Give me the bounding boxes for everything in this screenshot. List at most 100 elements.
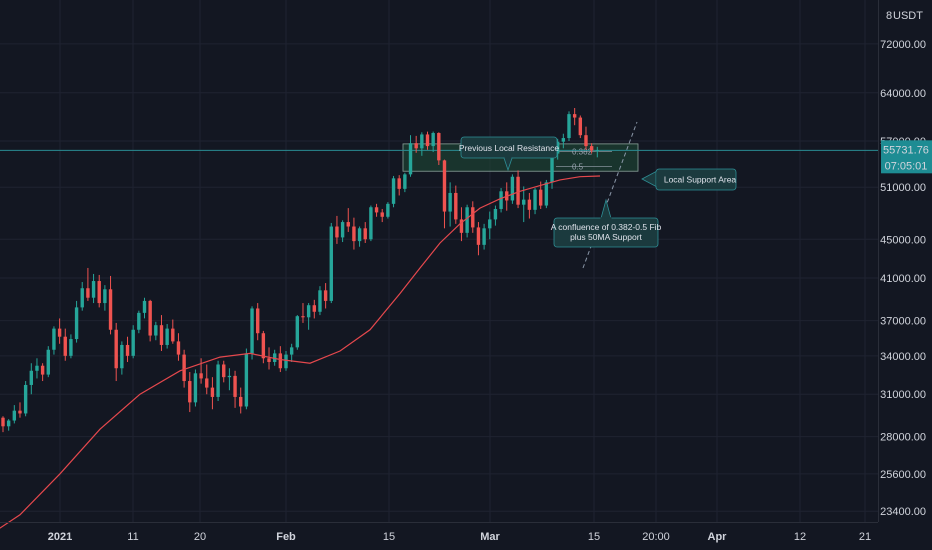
- candle: [233, 370, 237, 408]
- candle: [114, 322, 118, 382]
- candle: [205, 364, 209, 395]
- candle: [527, 192, 532, 219]
- price-tick-label: 37000.00: [880, 316, 926, 328]
- candle: [471, 201, 475, 233]
- price-tick-label: 34000.00: [880, 351, 926, 363]
- candle: [1, 416, 5, 433]
- price-tick-label: 31000.00: [880, 389, 926, 401]
- candle: [193, 369, 198, 407]
- price-tick-label: 51000.00: [880, 182, 926, 194]
- candle: [301, 303, 305, 323]
- candle: [572, 108, 577, 126]
- price-axis-top-label: 8: [886, 10, 892, 22]
- candle: [29, 363, 33, 395]
- candle: [539, 181, 543, 209]
- candle: [437, 132, 441, 165]
- currency-label: USDT: [893, 10, 923, 22]
- candle: [589, 143, 594, 154]
- candles-layer: [1, 108, 599, 433]
- candle: [216, 360, 220, 402]
- fib-05-label: 0.5: [572, 163, 584, 172]
- candle: [289, 343, 294, 362]
- candle: [222, 360, 226, 383]
- candle: [12, 405, 17, 424]
- candle: [561, 133, 566, 149]
- candle: [420, 132, 424, 156]
- candle: [154, 321, 158, 341]
- confluence-text-line1: A confluence of 0.382-0.5 Fib: [551, 222, 662, 232]
- candle: [352, 217, 356, 250]
- fib-0382-label: 0.382: [572, 147, 593, 156]
- time-axis[interactable]: 2021 11 20 Feb 15 Mar 15 20:00 Apr 12 21: [48, 531, 871, 543]
- candle: [125, 336, 130, 362]
- candle: [103, 285, 107, 311]
- candle: [69, 334, 73, 359]
- confluence-text-line2: plus 50MA Support: [570, 232, 642, 242]
- candle: [18, 402, 22, 418]
- candle: [52, 326, 56, 355]
- last-price-value: 55731.76: [883, 144, 929, 156]
- local-support-text: Local Support Area: [664, 175, 737, 185]
- candle: [80, 282, 84, 311]
- candle: [148, 299, 152, 342]
- candle: [442, 159, 447, 229]
- time-tick-label: 21: [859, 531, 871, 543]
- ma50-line: [0, 175, 601, 529]
- countdown-value: 07:05:01: [885, 160, 928, 172]
- candle: [544, 179, 549, 209]
- candle: [284, 350, 288, 371]
- candle: [63, 328, 67, 361]
- time-tick-label: 20: [194, 531, 206, 543]
- candle: [425, 131, 430, 150]
- candle: [533, 188, 537, 215]
- price-tick-label: 72000.00: [880, 39, 926, 51]
- candle: [584, 126, 588, 150]
- candle: [403, 172, 407, 193]
- candle: [295, 315, 300, 350]
- candle: [357, 226, 362, 247]
- candle: [239, 387, 243, 414]
- candle: [493, 205, 498, 226]
- candle: [120, 341, 124, 375]
- candle: [516, 170, 520, 209]
- candle: [159, 315, 164, 351]
- candle: [227, 368, 232, 391]
- time-tick-label: 12: [794, 531, 806, 543]
- confluence-callout[interactable]: A confluence of 0.382-0.5 Fib plus 50MA …: [551, 198, 662, 248]
- candle: [482, 223, 486, 250]
- candle: [142, 297, 147, 319]
- time-tick-label: 15: [588, 531, 600, 543]
- time-tick-label: 2021: [48, 531, 72, 543]
- candle: [431, 131, 435, 153]
- candle: [329, 222, 333, 304]
- candle: [465, 204, 469, 238]
- candle: [414, 135, 418, 153]
- candle: [137, 310, 141, 334]
- candle: [312, 299, 316, 319]
- price-axis[interactable]: 72000.0064000.0057000.0051000.0045000.00…: [880, 39, 926, 518]
- candle: [488, 211, 492, 240]
- price-tick-label: 41000.00: [880, 273, 926, 285]
- candle: [131, 325, 135, 359]
- candle: [340, 220, 345, 243]
- time-tick-label: 20:00: [642, 531, 670, 543]
- local-support-callout[interactable]: Local Support Area: [641, 168, 737, 191]
- time-tick-label: 15: [383, 531, 395, 543]
- candle: [97, 274, 101, 308]
- dashed-trend-line: [582, 121, 638, 269]
- price-tick-label: 25600.00: [880, 469, 926, 481]
- candle: [369, 205, 373, 242]
- candle: [335, 215, 339, 244]
- time-tick-label: Apr: [708, 531, 728, 543]
- candle: [210, 377, 215, 410]
- candle: [397, 175, 401, 196]
- candle: [91, 273, 96, 304]
- candle: [595, 146, 599, 158]
- candle: [261, 330, 266, 364]
- candle: [6, 419, 11, 431]
- candle: [250, 306, 254, 360]
- candle: [346, 208, 350, 232]
- previous-resistance-callout[interactable]: Previous Local Resistance: [459, 136, 559, 172]
- candle: [256, 303, 260, 341]
